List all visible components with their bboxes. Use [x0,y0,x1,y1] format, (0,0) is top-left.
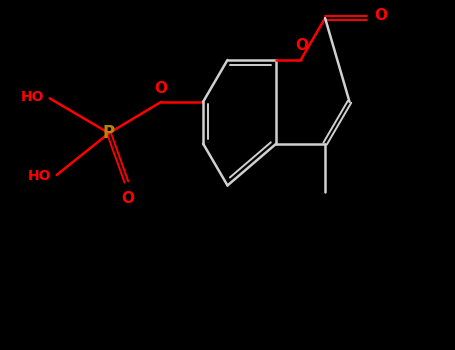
Text: HO: HO [20,90,44,104]
Text: P: P [103,124,115,142]
Text: O: O [374,8,387,23]
Text: O: O [154,81,167,96]
Text: HO: HO [28,169,51,183]
Text: O: O [295,38,308,53]
Text: O: O [121,191,134,206]
